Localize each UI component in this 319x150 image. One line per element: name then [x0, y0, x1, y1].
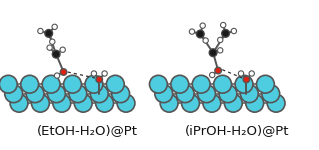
Circle shape — [106, 75, 124, 93]
Circle shape — [42, 75, 60, 93]
Circle shape — [238, 71, 244, 76]
Circle shape — [182, 94, 199, 112]
Circle shape — [85, 75, 103, 93]
Circle shape — [176, 85, 194, 103]
Circle shape — [256, 75, 274, 93]
Circle shape — [45, 30, 53, 37]
Circle shape — [241, 85, 258, 103]
Circle shape — [69, 85, 87, 103]
Text: (EtOH-H₂O)@Pt: (EtOH-H₂O)@Pt — [37, 124, 138, 137]
Circle shape — [53, 94, 71, 112]
Circle shape — [5, 85, 23, 103]
Circle shape — [50, 39, 55, 44]
Circle shape — [203, 38, 208, 43]
Circle shape — [197, 30, 204, 38]
Circle shape — [220, 22, 226, 28]
Circle shape — [210, 72, 215, 78]
Circle shape — [203, 94, 221, 112]
Circle shape — [209, 49, 217, 57]
Circle shape — [262, 85, 280, 103]
Circle shape — [112, 85, 130, 103]
Circle shape — [0, 75, 17, 93]
Circle shape — [54, 73, 60, 78]
Circle shape — [231, 28, 237, 34]
Circle shape — [48, 85, 65, 103]
Circle shape — [219, 85, 237, 103]
Circle shape — [218, 37, 223, 43]
Circle shape — [160, 94, 178, 112]
Circle shape — [267, 94, 285, 112]
Circle shape — [235, 75, 253, 93]
Circle shape — [21, 75, 39, 93]
Circle shape — [189, 29, 195, 34]
Circle shape — [91, 71, 97, 76]
Circle shape — [222, 30, 229, 37]
Circle shape — [192, 75, 210, 93]
Circle shape — [249, 71, 254, 76]
Circle shape — [60, 69, 67, 75]
Circle shape — [246, 94, 263, 112]
Circle shape — [96, 94, 114, 112]
Circle shape — [38, 28, 43, 34]
Circle shape — [171, 75, 189, 93]
Circle shape — [215, 67, 221, 74]
Circle shape — [117, 94, 135, 112]
Circle shape — [60, 47, 65, 52]
Circle shape — [224, 94, 242, 112]
Circle shape — [52, 50, 60, 58]
Circle shape — [26, 85, 44, 103]
Circle shape — [63, 75, 81, 93]
Circle shape — [32, 94, 49, 112]
Circle shape — [74, 94, 92, 112]
Circle shape — [47, 45, 52, 50]
Circle shape — [218, 48, 223, 53]
Circle shape — [198, 85, 215, 103]
Circle shape — [243, 76, 250, 83]
Circle shape — [90, 85, 108, 103]
Circle shape — [155, 85, 173, 103]
Circle shape — [214, 75, 232, 93]
Circle shape — [52, 24, 57, 30]
Circle shape — [102, 71, 107, 76]
Circle shape — [10, 94, 28, 112]
Text: (iPrOH-H₂O)@Pt: (iPrOH-H₂O)@Pt — [185, 124, 290, 137]
Circle shape — [150, 75, 167, 93]
Circle shape — [200, 23, 205, 28]
Circle shape — [96, 76, 102, 83]
